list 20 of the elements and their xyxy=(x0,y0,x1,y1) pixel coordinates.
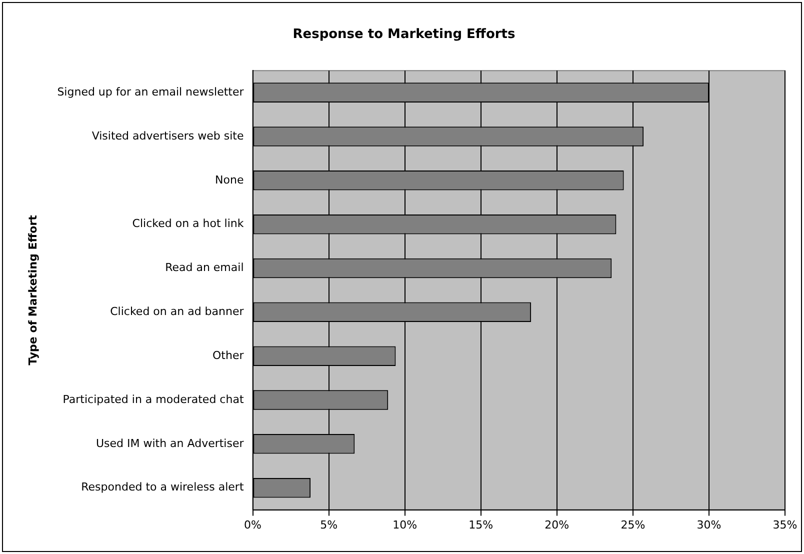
y-tick-label: Visited advertisers web site xyxy=(92,129,244,142)
y-tick-label: Participated in a moderated chat xyxy=(62,392,244,406)
y-tick-label: Read an email xyxy=(165,261,244,274)
x-tick-label: 30% xyxy=(696,518,722,532)
x-tick-label: 10% xyxy=(392,518,418,532)
x-tick-label: 0% xyxy=(244,518,262,532)
y-tick-label: Clicked on a hot link xyxy=(132,217,244,230)
chart-title: Response to Marketing Efforts xyxy=(292,27,516,42)
y-tick-label: Used IM with an Advertiser xyxy=(96,436,244,450)
x-tick-label: 25% xyxy=(620,518,646,532)
y-tick-label: None xyxy=(215,173,244,186)
y-tick-label: Responded to a wireless alert xyxy=(81,480,244,494)
y-tick-label: Signed up for an email newsletter xyxy=(57,85,244,98)
y-tick-label: Other xyxy=(212,348,244,362)
x-tick-label: 15% xyxy=(468,518,494,532)
y-tick-label: Clicked on an ad banner xyxy=(110,305,244,318)
y-axis-title: Type of Marketing Effort xyxy=(26,215,40,366)
x-tick-label: 5% xyxy=(320,518,338,532)
x-tick-label: 20% xyxy=(544,518,570,532)
x-tick-label: 35% xyxy=(772,518,798,532)
